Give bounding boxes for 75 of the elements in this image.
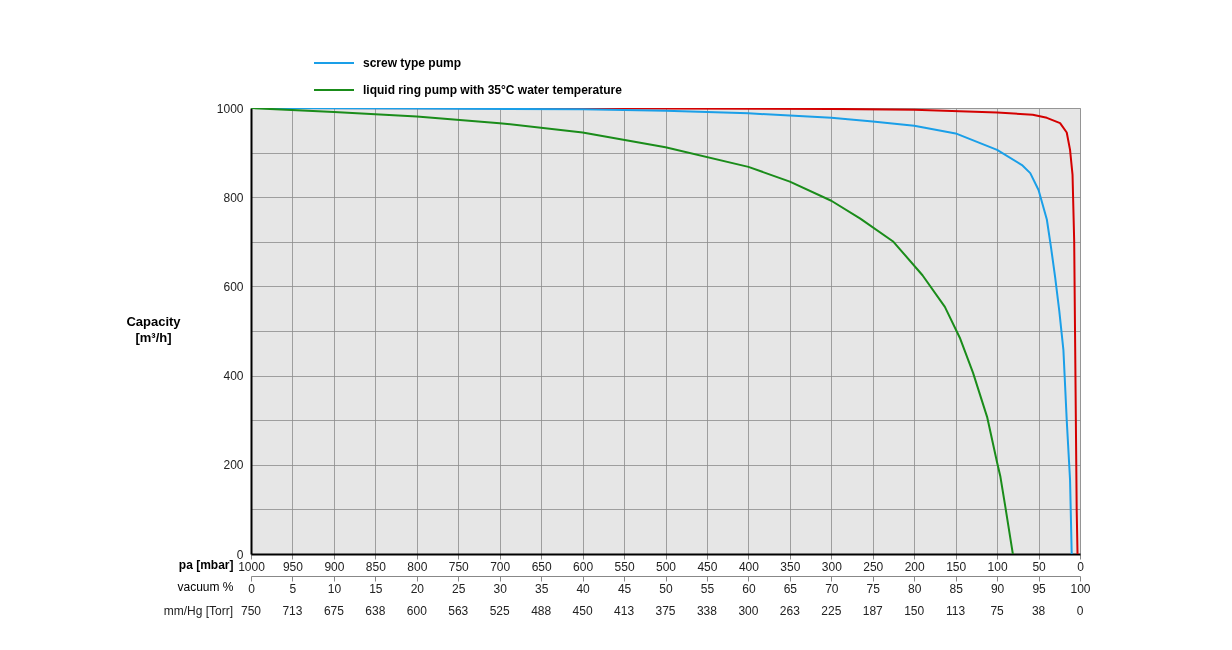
- x-tick-label: 350: [780, 559, 801, 574]
- x2-tick-label: 50: [659, 581, 673, 596]
- text: 563: [448, 604, 469, 618]
- x-tick-label: 950: [282, 559, 304, 574]
- x-tick-label: 0: [1077, 559, 1085, 574]
- y-tick-label: 0: [236, 547, 244, 562]
- x2-tick-label: 90: [990, 581, 1005, 596]
- legend-label: liquid ring pump with 35°C water temperature: [363, 83, 623, 97]
- x2-tick-label: 25: [452, 581, 466, 596]
- text: mm/Hg [Torr]: [163, 604, 233, 618]
- x2-tick-label: 80: [908, 581, 922, 596]
- x-tick-label: 650: [531, 559, 552, 574]
- x-tick-label: 700: [490, 559, 511, 574]
- x2-tick-label: 100: [1070, 581, 1091, 596]
- x-tick-label: 150: [946, 559, 967, 574]
- text: 338: [696, 604, 718, 618]
- text: 113: [946, 604, 966, 618]
- x-tick-label: 900: [324, 559, 345, 574]
- x-tick-label: 800: [407, 559, 428, 574]
- legend-label: screw type pump: [363, 56, 462, 70]
- text: 600: [406, 604, 428, 618]
- x2-tick-label: 40: [576, 581, 591, 596]
- y-tick-label: 600: [223, 279, 244, 294]
- x-tick-label: 1000: [238, 559, 266, 574]
- y-axis-title: Capacity [m³/h]: [126, 313, 182, 345]
- text: 713: [282, 604, 303, 618]
- x2-axis-title: vacuum %: [177, 579, 234, 594]
- x-tick-label: 600: [573, 559, 594, 574]
- x-tick-label: 50: [1032, 559, 1047, 574]
- x2-tick-label: 65: [783, 581, 798, 596]
- text: 263: [779, 604, 801, 618]
- text: 38: [1031, 604, 1046, 618]
- x-tick-label: 450: [697, 559, 718, 574]
- text: 187: [862, 604, 884, 618]
- y-tick-label: 1000: [216, 101, 244, 116]
- x-tick-label: 300: [821, 559, 843, 574]
- x-tick-label: 250: [863, 559, 884, 574]
- y-tick-label: 200: [223, 458, 244, 473]
- text: 638: [365, 604, 386, 618]
- y-tick-label: 400: [223, 369, 244, 384]
- text: 75: [990, 604, 1005, 618]
- text: 525: [489, 604, 511, 618]
- x2-tick-label: 95: [1032, 581, 1047, 596]
- text: 225: [821, 604, 842, 618]
- x2-tick-label: 35: [534, 581, 549, 596]
- y-tick-label: 800: [223, 190, 244, 205]
- x-tick-label: 400: [738, 559, 760, 574]
- x2-tick-label: 85: [949, 581, 964, 596]
- x2-tick-label: 75: [866, 581, 881, 596]
- text: 675: [323, 604, 345, 618]
- x2-tick-label: 45: [617, 581, 632, 596]
- text: 488: [531, 604, 552, 618]
- text: 375: [655, 604, 676, 618]
- text: 750: [240, 604, 262, 618]
- x-axis-title: pa [mbar]: [178, 557, 234, 572]
- text: 413: [614, 604, 635, 618]
- x-tick-label: 500: [655, 559, 677, 574]
- x-tick-label: 550: [614, 559, 635, 574]
- text: 450: [572, 604, 593, 618]
- x2-tick-label: 30: [493, 581, 508, 596]
- x2-tick-label: 10: [327, 581, 342, 596]
- x2-tick-label: 20: [410, 581, 425, 596]
- x2-tick-label: 0: [248, 581, 256, 596]
- x-tick-label: 100: [987, 559, 1008, 574]
- text: 150: [904, 604, 925, 618]
- x2-tick-label: 55: [700, 581, 715, 596]
- x2-tick-label: 60: [742, 581, 756, 596]
- x2-tick-label: 15: [369, 581, 383, 596]
- text: 0: [1076, 604, 1084, 618]
- text: 300: [738, 604, 759, 618]
- x-tick-label: 750: [448, 559, 470, 574]
- x2-tick-label: 5: [289, 581, 297, 596]
- x-tick-label: 850: [365, 559, 387, 574]
- x2-tick-label: 70: [825, 581, 839, 596]
- x-tick-label: 200: [904, 559, 926, 574]
